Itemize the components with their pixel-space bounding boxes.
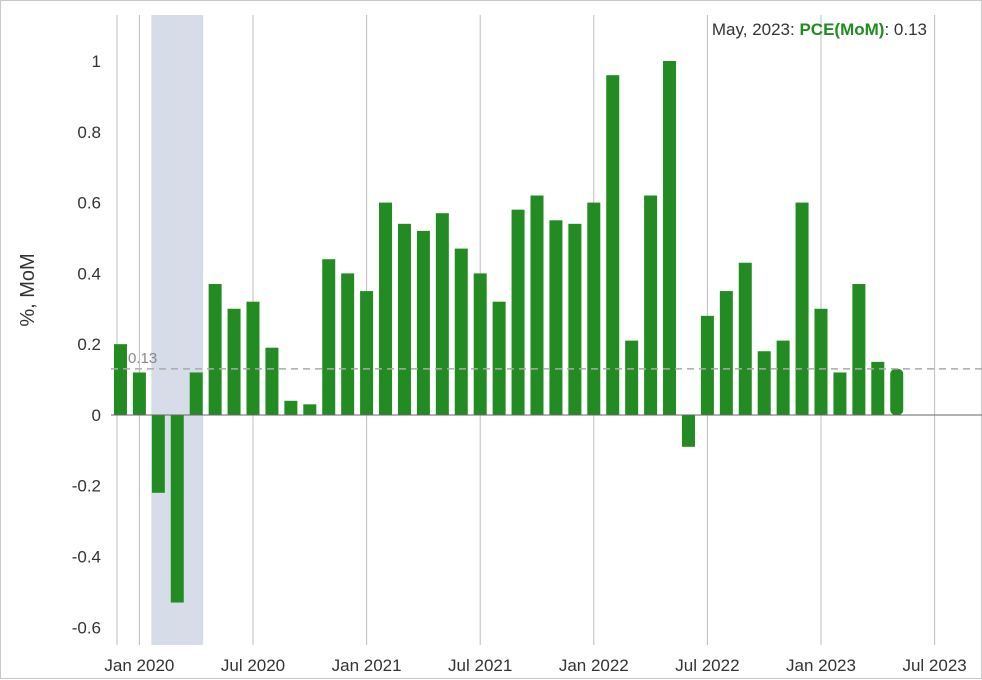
- bar[interactable]: [246, 301, 260, 415]
- bar[interactable]: [549, 220, 563, 415]
- bar[interactable]: [151, 414, 165, 493]
- y-tick-label: 0.8: [77, 123, 101, 142]
- x-tick-label: Jul 2020: [221, 656, 285, 675]
- bar[interactable]: [644, 195, 658, 415]
- y-tick-label: -0.6: [72, 618, 101, 637]
- bar[interactable]: [681, 414, 695, 447]
- bar[interactable]: [492, 301, 506, 415]
- bar[interactable]: [208, 283, 222, 415]
- y-tick-label: -0.2: [72, 477, 101, 496]
- y-axis-title: %, MoM: [17, 253, 39, 326]
- x-tick-label: Jul 2022: [675, 656, 739, 675]
- readout-date: May, 2023: [712, 20, 790, 39]
- bar[interactable]: [473, 273, 487, 415]
- bar[interactable]: [700, 315, 714, 415]
- bar[interactable]: [284, 400, 298, 415]
- bar[interactable]: [189, 372, 203, 415]
- bar[interactable]: [606, 75, 620, 415]
- bar[interactable]: [265, 347, 279, 415]
- x-tick-label: Jan 2023: [786, 656, 856, 675]
- readout-value: 0.13: [894, 20, 927, 39]
- bar[interactable]: [341, 273, 355, 415]
- bar[interactable]: [757, 351, 771, 415]
- bar[interactable]: [530, 195, 544, 415]
- bar-series[interactable]: [113, 61, 904, 603]
- bar[interactable]: [360, 291, 374, 415]
- y-axis-ticks: 1 0.8 0.6 0.4 0.2 0 -0.2 -0.4 -0.6: [72, 52, 101, 637]
- bar[interactable]: [416, 230, 430, 415]
- hover-readout: May, 2023: PCE(MoM): 0.13: [712, 20, 927, 39]
- x-axis-ticks: Jan 2020 Jul 2020 Jan 2021 Jul 2021 Jan 2022…: [104, 656, 966, 675]
- readout-separator: :: [884, 20, 893, 39]
- y-tick-label: 0: [92, 406, 101, 425]
- bar[interactable]: [625, 340, 639, 415]
- y-tick-label: 1: [92, 52, 101, 71]
- x-tick-label: Jul 2023: [902, 656, 966, 675]
- bar[interactable]: [833, 372, 847, 415]
- bar[interactable]: [379, 202, 393, 415]
- bar[interactable]: [568, 223, 582, 415]
- bar[interactable]: [132, 372, 146, 415]
- x-tick-label: Jan 2022: [559, 656, 629, 675]
- y-tick-label: -0.4: [72, 548, 101, 567]
- bar[interactable]: [511, 209, 525, 415]
- bar[interactable]: [322, 259, 336, 415]
- x-tick-label: Jan 2020: [104, 656, 174, 675]
- bar[interactable]: [795, 202, 809, 415]
- bar[interactable]: [170, 414, 184, 603]
- bar[interactable]: [454, 248, 468, 415]
- bar[interactable]: [435, 213, 449, 415]
- x-tick-label: Jul 2021: [448, 656, 512, 675]
- bar[interactable]: [776, 340, 790, 415]
- bar[interactable]: [890, 368, 904, 415]
- bar[interactable]: [227, 308, 241, 415]
- bar[interactable]: [113, 344, 127, 415]
- bar[interactable]: [814, 308, 828, 415]
- reference-line-label: 0.13: [128, 350, 157, 367]
- bar[interactable]: [871, 361, 885, 415]
- readout-series-name: PCE(MoM): [799, 20, 884, 39]
- bar[interactable]: [663, 61, 677, 415]
- bar[interactable]: [303, 404, 317, 415]
- bar[interactable]: [397, 223, 411, 415]
- y-tick-label: 0.2: [77, 335, 101, 354]
- y-tick-label: 0.6: [77, 194, 101, 213]
- bar[interactable]: [852, 283, 866, 415]
- bar[interactable]: [738, 262, 752, 415]
- y-tick-label: 0.4: [77, 264, 101, 283]
- x-tick-label: Jan 2021: [332, 656, 402, 675]
- bar[interactable]: [587, 202, 601, 415]
- bar[interactable]: [719, 291, 733, 415]
- readout-separator: :: [790, 20, 799, 39]
